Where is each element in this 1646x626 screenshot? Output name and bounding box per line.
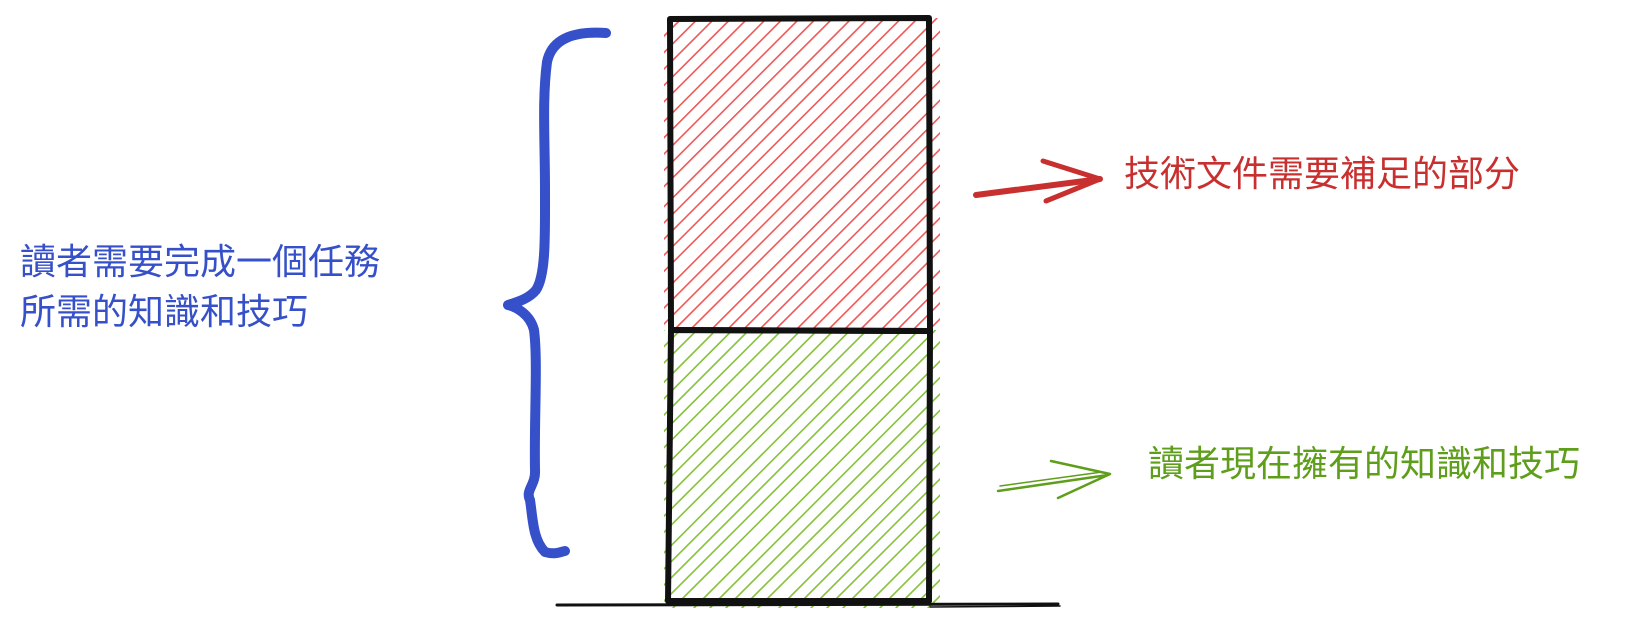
existing-arrow-icon (996, 459, 1112, 500)
hatch-line (664, 330, 783, 449)
hatch-line (793, 184, 940, 332)
hatch-line (826, 494, 940, 608)
hatch-line (664, 18, 818, 172)
brace-icon (503, 27, 611, 559)
hatch-line (724, 115, 940, 332)
hatch-line (664, 330, 868, 534)
total-required-label-line2: 所需的知識和技巧 (20, 292, 309, 333)
hatch-line (664, 18, 886, 241)
hatch-line (664, 18, 853, 208)
hatch-line (664, 18, 834, 188)
hatch-line (879, 546, 940, 608)
gap-label: 技術文件需要補足的部分 (1124, 154, 1521, 195)
hatch-line (740, 131, 940, 332)
hatch-line (664, 18, 903, 257)
hatch-line (664, 18, 683, 38)
existing-label: 讀者現在擁有的知識和技巧 (1148, 444, 1581, 485)
hatch-line (664, 46, 940, 326)
hatch-line (664, 330, 717, 384)
hatch-line (895, 562, 940, 608)
total-required-label: 讀者需要完成一個任務 所需的知識和技巧 (20, 238, 380, 338)
hatch-line (348, 18, 663, 332)
hatch-line (778, 445, 940, 608)
hatch-line (664, 18, 938, 294)
hatch-line (664, 330, 887, 554)
hatch-line (664, 330, 698, 365)
hatch-line (756, 148, 940, 332)
hatch-line (664, 30, 940, 310)
hatch-line (664, 330, 665, 332)
hatch-line (664, 330, 734, 400)
hatch-line (857, 249, 940, 332)
hatch-line (664, 330, 767, 433)
hatch-line (809, 200, 940, 332)
hatch-line (664, 18, 801, 156)
hatch-line (664, 330, 852, 518)
hatch-line (664, 330, 920, 587)
hatch-line (664, 330, 750, 417)
hatch-line (757, 425, 940, 608)
hatch-line (664, 330, 937, 603)
hatch-line (664, 330, 819, 485)
hatch-line (794, 461, 940, 608)
hatch-line (671, 63, 940, 332)
hatch-line (708, 99, 940, 332)
hatch-line (664, 330, 682, 348)
hatch-line (664, 18, 749, 103)
hatch-line (863, 530, 940, 608)
baseline (555, 602, 1060, 607)
hatch-line (664, 18, 919, 273)
hatch-line (664, 18, 870, 224)
existing-box-outline (665, 327, 933, 604)
hatch-line (725, 392, 940, 608)
existing-hatch-area (664, 330, 940, 608)
hatch-line (709, 376, 940, 608)
hatch-line (810, 477, 940, 608)
hatch-line (741, 409, 940, 608)
hatch-line (664, 330, 802, 469)
hatch-line (672, 340, 940, 608)
hatch-line (687, 79, 940, 332)
hatch-line (664, 18, 733, 87)
hatch-line (664, 18, 785, 139)
hatch-line (664, 330, 835, 502)
hatch-line (693, 359, 940, 608)
hatch-line (841, 233, 940, 332)
hatch-line (664, 18, 768, 123)
hatch-line (825, 216, 940, 332)
gap-hatch-area (348, 18, 940, 332)
total-required-label-line1: 讀者需要完成一個任務 (20, 242, 381, 283)
gap-arrow-icon (973, 158, 1103, 204)
hatch-line (842, 510, 940, 608)
